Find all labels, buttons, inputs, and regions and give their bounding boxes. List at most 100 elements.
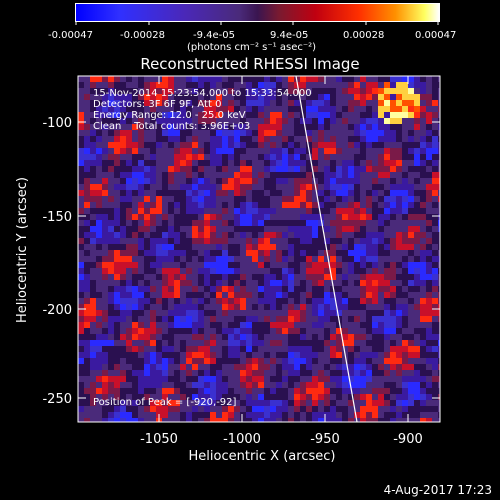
heatmap-cell [396, 106, 402, 112]
heatmap-cell [426, 316, 432, 322]
heatmap-cell [390, 82, 396, 88]
heatmap-cell [240, 172, 246, 178]
heatmap-cell [108, 148, 114, 154]
heatmap-cell [120, 178, 126, 184]
heatmap-cell [126, 106, 132, 112]
heatmap-cell [96, 178, 102, 184]
heatmap-cell [204, 226, 210, 232]
heatmap-cell [348, 100, 354, 106]
heatmap-cell [390, 334, 396, 340]
heatmap-cell [432, 190, 438, 196]
heatmap-cell [348, 178, 354, 184]
heatmap-cell [90, 154, 96, 160]
heatmap-cell [282, 340, 288, 346]
heatmap-cell [306, 160, 312, 166]
heatmap-cell [216, 292, 222, 298]
heatmap-cell [336, 328, 342, 334]
heatmap-cell [378, 340, 384, 346]
heatmap-cell [342, 160, 348, 166]
heatmap-cell [246, 130, 252, 136]
heatmap-cell [300, 172, 306, 178]
heatmap-cell [282, 106, 288, 112]
heatmap-cell [144, 280, 150, 286]
heatmap-cell [348, 406, 354, 412]
heatmap-cell [420, 178, 426, 184]
heatmap-cell [318, 400, 324, 406]
heatmap-cell [276, 106, 282, 112]
heatmap-cell [186, 274, 192, 280]
heatmap-cell [366, 370, 372, 376]
heatmap-cell [396, 250, 402, 256]
heatmap-cell [318, 190, 324, 196]
heatmap-cell [156, 136, 162, 142]
heatmap-cell [216, 172, 222, 178]
heatmap-cell [144, 250, 150, 256]
heatmap-cell [342, 184, 348, 190]
heatmap-cell [438, 346, 440, 352]
heatmap-cell [354, 82, 360, 88]
heatmap-cell [108, 388, 114, 394]
heatmap-cell [390, 154, 396, 160]
heatmap-cell [288, 190, 294, 196]
heatmap-cell [420, 334, 426, 340]
heatmap-cell [174, 160, 180, 166]
heatmap-cell [192, 364, 198, 370]
heatmap-cell [438, 184, 440, 190]
heatmap-cell [276, 94, 282, 100]
heatmap-cell [354, 328, 360, 334]
heatmap-cell [156, 340, 162, 346]
heatmap-cell [366, 142, 372, 148]
heatmap-cell [360, 280, 366, 286]
heatmap-cell [144, 274, 150, 280]
heatmap-cell [378, 184, 384, 190]
heatmap-cell [414, 346, 420, 352]
heatmap-cell [240, 268, 246, 274]
heatmap-cell [396, 340, 402, 346]
heatmap-cell [414, 388, 420, 394]
heatmap-cell [132, 322, 138, 328]
heatmap-cell [318, 370, 324, 376]
heatmap-cell [276, 238, 282, 244]
heatmap-cell [234, 232, 240, 238]
heatmap-cell [372, 286, 378, 292]
heatmap-cell [312, 214, 318, 220]
heatmap-cell [102, 196, 108, 202]
heatmap-cell [336, 76, 342, 82]
heatmap-cell [276, 382, 282, 388]
heatmap-cell [294, 154, 300, 160]
heatmap-cell [414, 298, 420, 304]
heatmap-cell [174, 148, 180, 154]
heatmap-cell [204, 160, 210, 166]
heatmap-cell [276, 124, 282, 130]
heatmap-cell [162, 262, 168, 268]
heatmap-cell [90, 94, 96, 100]
heatmap-cell [144, 184, 150, 190]
heatmap-cell [132, 232, 138, 238]
heatmap-cell [126, 148, 132, 154]
heatmap-cell [90, 124, 96, 130]
heatmap-cell [180, 250, 186, 256]
heatmap-cell [426, 388, 432, 394]
heatmap-cell [372, 322, 378, 328]
heatmap-cell [360, 364, 366, 370]
heatmap-cell [186, 370, 192, 376]
heatmap-cell [276, 154, 282, 160]
heatmap-cell [186, 232, 192, 238]
heatmap-cell [438, 106, 440, 112]
heatmap-cell [336, 310, 342, 316]
heatmap-cell [210, 196, 216, 202]
heatmap-cell [186, 172, 192, 178]
heatmap-cell [120, 322, 126, 328]
heatmap-cell [324, 412, 330, 418]
heatmap-cell [84, 142, 90, 148]
heatmap-cell [252, 244, 258, 250]
heatmap-cell [96, 82, 102, 88]
heatmap-cell [402, 274, 408, 280]
heatmap-cell [114, 262, 120, 268]
heatmap-cell [336, 268, 342, 274]
heatmap-cell [180, 262, 186, 268]
heatmap-cell [276, 82, 282, 88]
heatmap-cell [108, 364, 114, 370]
heatmap-cell [198, 106, 204, 112]
heatmap-cell [252, 208, 258, 214]
